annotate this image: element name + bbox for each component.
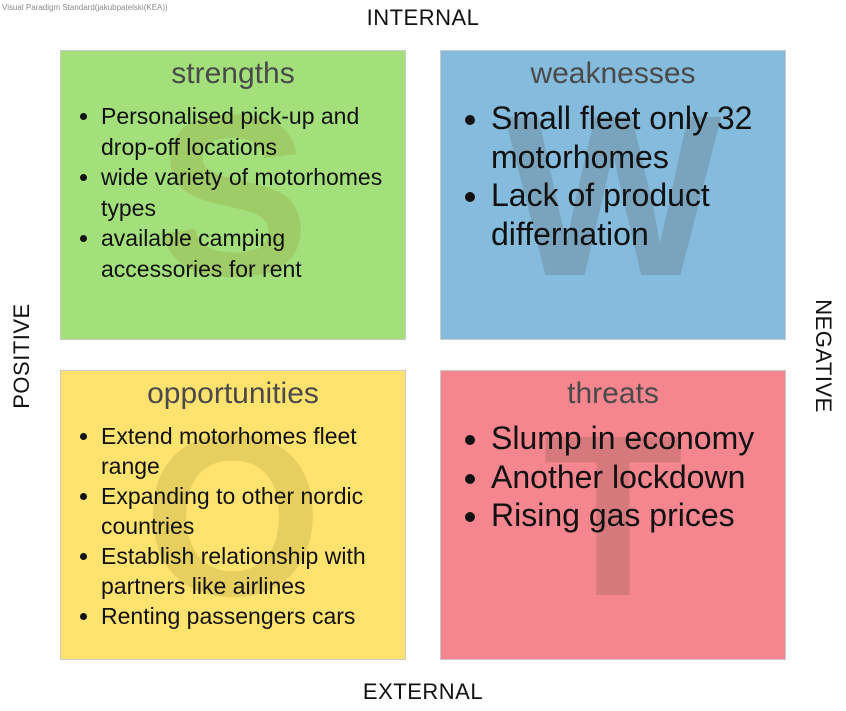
strengths-item: Personalised pick-up and drop-off locati…: [101, 101, 401, 162]
axis-label-negative: NEGATIVE: [811, 299, 836, 413]
threats-item: Slump in economy: [491, 419, 785, 458]
strengths-title: strengths: [171, 57, 295, 90]
axis-label-internal: INTERNAL: [366, 5, 480, 30]
weaknesses-quadrant[interactable]: W weaknesses Small fleet only 32 motorho…: [440, 50, 786, 340]
threats-list: Slump in economy Another lockdown Rising…: [441, 419, 785, 535]
threats-item: Another lockdown: [491, 458, 785, 497]
opportunities-item: Extend motorhomes fleet range: [101, 421, 401, 481]
watermark: Visual Paradigm Standard(jakubpatelski(K…: [2, 3, 168, 12]
opportunities-item: Expanding to other nordic countries: [101, 481, 401, 541]
weaknesses-item: Small fleet only 32 motorhomes: [491, 99, 785, 176]
strengths-list: Personalised pick-up and drop-off locati…: [61, 101, 401, 284]
threats-item: Rising gas prices: [491, 496, 785, 535]
threats-title: threats: [567, 377, 659, 410]
strengths-item: wide variety of motorhomes types: [101, 162, 401, 223]
weaknesses-list: Small fleet only 32 motorhomes Lack of p…: [441, 99, 785, 253]
opportunities-item: Establish relationship with partners lik…: [101, 541, 401, 601]
weaknesses-title: weaknesses: [530, 57, 696, 90]
opportunities-quadrant[interactable]: O opportunities Extend motorhomes fleet …: [60, 370, 406, 660]
strengths-item: available camping accessories for rent: [101, 223, 401, 284]
opportunities-item: Renting passengers cars: [101, 601, 401, 631]
weaknesses-item: Lack of product differnation: [491, 176, 785, 253]
axis-label-external: EXTERNAL: [362, 679, 484, 704]
strengths-quadrant[interactable]: S strengths Personalised pick-up and dro…: [60, 50, 406, 340]
opportunities-list: Extend motorhomes fleet range Expanding …: [61, 421, 401, 631]
threats-quadrant[interactable]: T threats Slump in economy Another lockd…: [440, 370, 786, 660]
opportunities-title: opportunities: [147, 377, 319, 410]
axis-label-positive: POSITIVE: [9, 303, 34, 409]
